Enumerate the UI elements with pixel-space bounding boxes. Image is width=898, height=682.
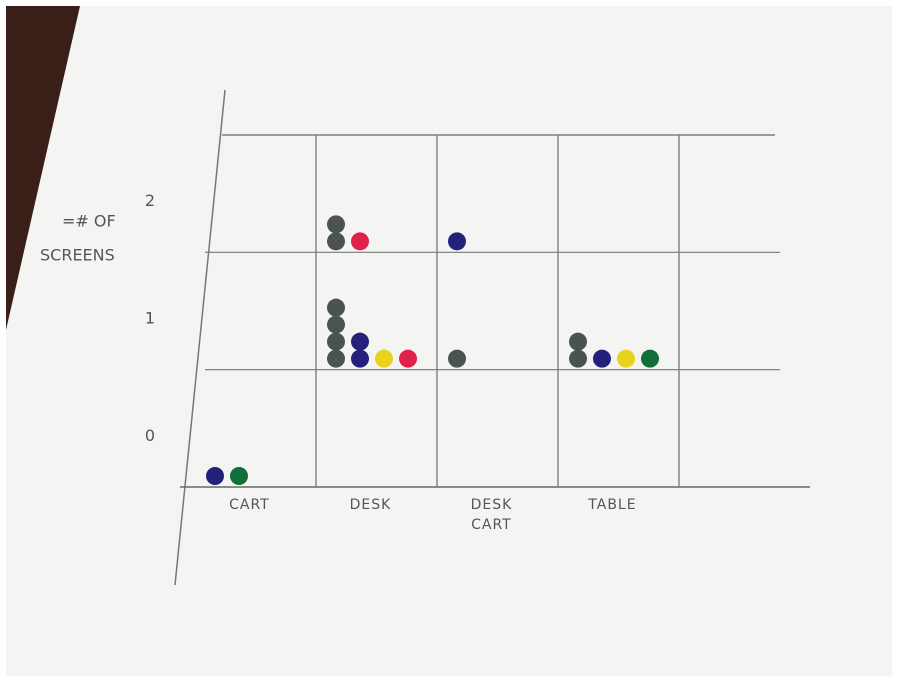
y-axis-label: SCREENS [40,246,115,265]
y-tick-label: 1 [145,309,155,328]
x-tick-label: DESK [349,497,392,513]
dot [569,332,587,351]
dot [327,215,345,234]
y-tick-label: 2 [145,191,155,210]
y-axis-label: =# OF [62,212,116,231]
dot [206,467,224,485]
dot [569,349,587,368]
y-axis [174,89,226,586]
dot [351,332,369,351]
y-tick-label: 0 [145,426,155,445]
dot [375,349,393,368]
dot [617,349,635,368]
paper [6,6,892,676]
dot [448,232,466,251]
dot [327,315,345,334]
dot [327,349,345,368]
x-tick-label: TABLE [588,497,637,513]
dot [399,349,417,368]
dot [593,349,611,368]
dot [351,349,369,368]
dot [327,298,345,317]
dot [230,467,248,485]
dot [641,349,659,368]
x-tick-label: DESK CART [470,497,513,533]
dot [448,349,466,368]
table-corner [6,6,80,330]
dot [327,332,345,351]
x-tick-label: CART [229,497,270,513]
dot [351,232,369,251]
dot [327,232,345,251]
